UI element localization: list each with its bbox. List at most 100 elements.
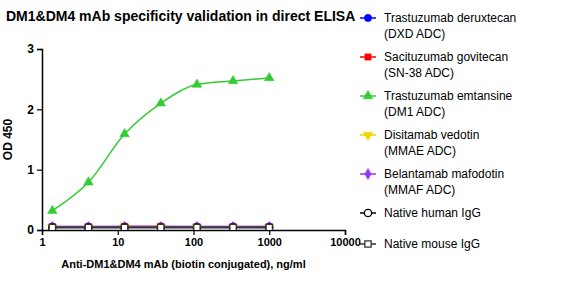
- marker: [121, 223, 128, 230]
- marker: [192, 79, 202, 87]
- marker: [85, 223, 92, 230]
- marker: [266, 221, 272, 230]
- marker: [157, 224, 164, 230]
- y-tick: 3: [27, 42, 42, 56]
- x-tick-mark: [193, 230, 194, 235]
- legend-label: Disitamab vedotin(MMAE ADC): [384, 128, 479, 158]
- legend-symbol: [365, 168, 371, 179]
- y-tick: 2: [27, 103, 42, 117]
- marker: [48, 205, 58, 213]
- marker: [49, 221, 55, 230]
- marker: [266, 224, 273, 230]
- plot-area: [48, 72, 275, 230]
- marker: [49, 224, 55, 230]
- x-tick: 1000: [258, 230, 282, 248]
- legend-item: Disitamab vedotin(MMAE ADC): [360, 128, 479, 158]
- x-tick-mark: [269, 230, 270, 235]
- x-tick-label: 10000: [330, 236, 361, 248]
- y-tick-label: 1: [27, 163, 34, 177]
- legend-item: Native mouse IgG: [360, 237, 480, 251]
- marker: [193, 223, 200, 230]
- marker: [49, 224, 55, 230]
- x-tick: 100: [185, 230, 203, 248]
- marker: [121, 224, 127, 230]
- marker: [230, 224, 236, 230]
- legend-symbol: [364, 14, 371, 21]
- series-line: [52, 78, 269, 211]
- legend: Trastuzumab deruxtecan(DXD ADC) Sacituzum…: [360, 11, 516, 251]
- x-tick-label: 1000: [258, 236, 282, 248]
- marker: [230, 224, 236, 230]
- marker: [84, 224, 94, 230]
- legend-label: Belantamab mafodotin(MMAF ADC): [384, 167, 504, 197]
- legend-label: Trastuzumab emtansine(DM1 ADC): [384, 89, 513, 119]
- legend-item: Trastuzumab emtansine(DM1 ADC): [360, 89, 513, 119]
- marker: [85, 224, 91, 230]
- marker: [194, 224, 200, 230]
- legend-item: Native human IgG: [360, 206, 481, 220]
- x-tick-mark: [118, 230, 119, 235]
- marker: [85, 221, 91, 230]
- marker: [121, 221, 127, 230]
- marker: [49, 223, 56, 230]
- title: DM1&DM4 mAb specificity validation in di…: [6, 8, 355, 24]
- marker: [49, 224, 56, 230]
- marker: [264, 224, 274, 230]
- marker: [266, 224, 272, 230]
- marker: [228, 224, 238, 230]
- y-tick-mark: [37, 49, 42, 50]
- legend-item: Trastuzumab deruxtecan(DXD ADC): [360, 11, 516, 41]
- marker: [85, 224, 92, 230]
- legend-label: Sacituzumab govitecan(SN-38 ADC): [384, 50, 508, 80]
- x-tick-label: 10: [112, 236, 124, 248]
- x-tick-mark: [345, 230, 346, 235]
- legend-label: Trastuzumab deruxtecan(DXD ADC): [384, 11, 516, 41]
- x-tick: 10: [112, 230, 124, 248]
- marker: [230, 221, 236, 230]
- legend-symbol: [364, 209, 371, 216]
- legend-label: Native human IgG: [384, 206, 481, 220]
- marker: [193, 224, 200, 230]
- legend-symbol: [363, 90, 373, 98]
- y-axis-line: [37, 50, 43, 231]
- y-axis-title: OD 450: [1, 118, 15, 160]
- y-tick-label: 2: [27, 103, 34, 117]
- legend-item: Belantamab mafodotin(MMAF ADC): [360, 167, 504, 197]
- x-axis-title: Anti-DM1&DM4 mAb (biotin conjugated), ng…: [61, 258, 305, 270]
- y-tick: 1: [27, 163, 42, 177]
- chart: DM1&DM4 mAb specificity validation in di…: [0, 0, 583, 294]
- marker: [229, 224, 236, 230]
- marker: [48, 224, 58, 230]
- legend-item: Sacituzumab govitecan(SN-38 ADC): [360, 50, 508, 80]
- marker: [120, 224, 130, 230]
- y-axis: 0 1 2 3: [27, 42, 42, 237]
- marker: [266, 223, 273, 230]
- x-tick-label: 100: [185, 236, 203, 248]
- marker: [264, 72, 274, 80]
- marker: [158, 221, 164, 230]
- marker: [194, 224, 200, 230]
- x-tick: 1: [39, 230, 45, 248]
- marker: [228, 75, 238, 83]
- marker: [229, 223, 236, 230]
- y-tick-mark: [37, 109, 42, 110]
- y-tick-mark: [37, 230, 42, 231]
- marker: [84, 177, 94, 185]
- marker: [194, 221, 200, 230]
- marker: [266, 224, 272, 230]
- marker: [120, 129, 130, 137]
- x-tick-label: 1: [39, 236, 45, 248]
- marker: [156, 224, 166, 230]
- marker: [158, 224, 164, 230]
- legend-symbol: [365, 54, 371, 60]
- y-tick-label: 3: [27, 42, 34, 56]
- x-tick: 10000: [330, 230, 361, 248]
- marker: [85, 224, 91, 230]
- legend-label: Native mouse IgG: [384, 237, 480, 251]
- legend-symbol: [363, 132, 373, 140]
- marker: [157, 223, 164, 230]
- legend-symbol: [365, 241, 371, 247]
- marker: [156, 98, 166, 106]
- marker: [192, 224, 202, 230]
- y-tick: 0: [27, 223, 42, 237]
